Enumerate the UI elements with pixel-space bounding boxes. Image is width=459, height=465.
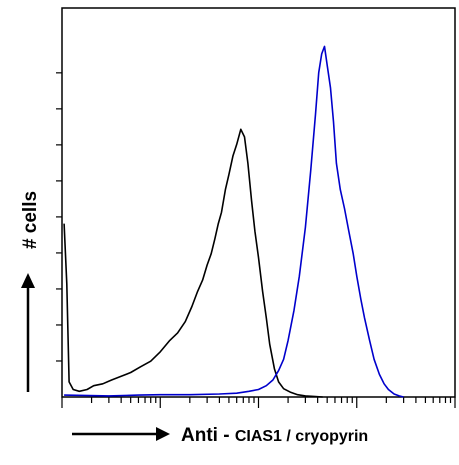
x-axis-label: Anti - CIAS1 / cryopyrin <box>181 425 368 446</box>
series-layer <box>63 45 404 398</box>
plot-frame <box>61 7 456 398</box>
x-axis-ticks <box>61 397 456 408</box>
histogram-series-1 <box>63 128 323 398</box>
x-axis-label-target: CIAS1 / cryopyrin <box>235 428 368 445</box>
x-axis-label-group: Anti - CIAS1 / cryopyrin <box>72 425 368 446</box>
y-axis-arrow-head <box>21 273 35 288</box>
y-axis-label: # cells <box>20 191 41 249</box>
y-axis-label-group: # cells <box>20 191 41 392</box>
histogram-series-2 <box>64 45 404 398</box>
y-axis-ticks <box>56 72 62 362</box>
x-axis-label-prefix: Anti - <box>181 425 235 446</box>
plot-border <box>61 7 456 398</box>
x-axis-arrow-head <box>156 427 170 441</box>
